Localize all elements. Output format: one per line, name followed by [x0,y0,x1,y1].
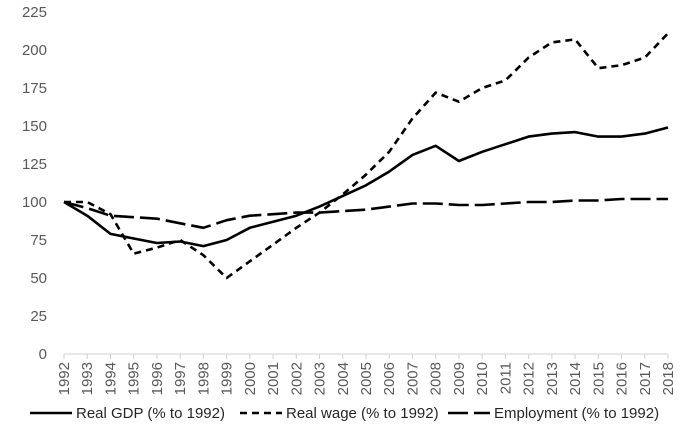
x-tick-label: 2001 [265,362,282,395]
x-tick-label: 2011 [497,362,514,394]
x-tick-label: 1997 [172,362,189,395]
y-tick-label: 175 [22,80,47,97]
x-axis: 1992 1993 1994 1995 1996 1997 1998 1999 2000 2001… [56,353,677,395]
series-layer [63,32,669,280]
series-line [63,126,669,248]
y-axis: 0 25 50 75 100 125 150 175 200 225 [22,4,47,363]
y-tick-label: 225 [22,4,47,21]
x-tick-label: 1999 [219,362,236,395]
y-tick-label: 25 [30,308,47,325]
y-tick-label: 150 [22,118,47,135]
y-tick-label: 125 [22,156,47,173]
y-tick-label: 50 [30,270,47,287]
x-tick-label: 1998 [195,362,212,395]
x-tick-label: 2000 [242,362,259,395]
x-tick-label: 1994 [102,362,119,395]
x-tick-label: 2008 [428,362,445,395]
x-tick-label: 2009 [451,362,468,395]
x-tick-label: 2005 [358,362,375,395]
x-tick-label: 2013 [544,362,561,395]
x-tick-label: 2016 [614,362,631,395]
legend-label: Employment (% to 1992) [494,405,659,422]
x-tick-label: 2015 [590,362,607,395]
x-tick-label: 2004 [335,362,352,395]
x-tick-label: 2006 [381,362,398,395]
x-tick-label: 2018 [660,362,677,395]
y-tick-label: 75 [30,232,47,249]
x-tick-label: 1996 [149,362,166,395]
legend-label: Real GDP (% to 1992) [76,405,225,422]
y-tick-label: 100 [22,194,47,211]
legend: Real GDP (% to 1992) Real wage (% to 1992… [30,405,659,422]
x-tick-label: 2003 [312,362,329,395]
x-tick-label: 1995 [126,362,143,395]
x-tick-label: 2012 [521,362,538,395]
x-tick-label: 2017 [637,362,654,395]
x-tick-label: 2002 [288,362,305,395]
x-tick-label: 2014 [567,362,584,395]
y-tick-label: 200 [22,42,47,59]
series-line [64,32,669,280]
x-tick-label: 2010 [474,362,491,395]
x-tick-label: 1993 [79,362,96,395]
x-tick-label: 2007 [404,362,421,395]
legend-label: Real wage (% to 1992) [286,405,439,422]
series-line [63,197,668,230]
x-tick-label: 1992 [56,362,73,395]
y-tick-label: 0 [39,346,47,363]
